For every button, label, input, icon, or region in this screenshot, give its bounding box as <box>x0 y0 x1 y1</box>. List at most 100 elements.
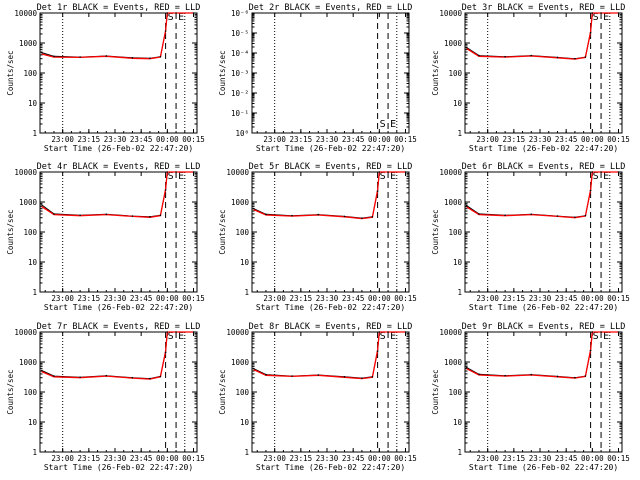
events-point <box>530 54 533 57</box>
events-point <box>149 216 151 218</box>
x-tick-label: 00:00 <box>581 135 604 144</box>
events-point <box>530 213 533 216</box>
y-tick-label: 1000 <box>444 198 463 207</box>
y-tick-label: 1000 <box>231 358 250 367</box>
y-axis: 1 10 100 1000 10000 Counts/sec <box>6 9 197 138</box>
y-tick-label: 1 <box>244 448 249 457</box>
start-marker: S <box>168 171 174 182</box>
y-axis-label: Counts/sec <box>218 369 227 414</box>
panel-det-8: Det 8r BLACK = Events, RED = LLD 1 10 100 10… <box>218 322 417 472</box>
end-marker: E <box>178 171 184 182</box>
x-tick-label: 00:00 <box>368 454 391 463</box>
x-tick-label: 23:45 <box>342 135 365 144</box>
y-tick-label: 10⁻⁵ <box>231 29 249 38</box>
y-tick-label: 10000 <box>439 168 462 177</box>
y-tick-label: 100 <box>23 228 37 237</box>
y-tick-label: 10 <box>240 258 250 267</box>
events-point <box>504 214 506 217</box>
y-tick-label: 1 <box>457 288 462 297</box>
y-tick-label: 100 <box>235 228 249 237</box>
y-axis-label: Counts/sec <box>431 209 440 254</box>
events-point <box>387 171 389 173</box>
x-tick-label: 23:00 <box>263 135 286 144</box>
plot-frame <box>464 331 623 453</box>
x-axis-label: Start Time (26-Feb-02 22:47:20) <box>469 463 618 472</box>
events-point <box>404 331 407 333</box>
x-tick-label: 00:00 <box>581 294 604 303</box>
x-tick-label: 23:15 <box>503 454 526 463</box>
y-axis: 1 10 100 1000 10000 Counts/sec <box>218 328 409 457</box>
plot-frame <box>251 331 410 453</box>
panel-det-2: Det 2r BLACK = Events, RED = LLD10⁰10⁻¹1… <box>218 3 417 153</box>
events-point <box>589 31 592 34</box>
y-tick-label: 100 <box>448 388 462 397</box>
panel-title: Det 9r BLACK = Events, RED = LLD <box>462 322 626 332</box>
y-tick-label: 1 <box>457 448 462 457</box>
x-tick-label: 00:15 <box>182 454 205 463</box>
x-tick-label: 23:00 <box>263 454 286 463</box>
x-tick-label: 00:15 <box>607 454 630 463</box>
y-tick-label: 10000 <box>14 168 37 177</box>
events-point <box>252 207 255 210</box>
y-tick-label: 100 <box>23 69 37 78</box>
y-tick-label: 100 <box>235 388 249 397</box>
y-tick-label: 100 <box>448 228 462 237</box>
x-tick-label: 23:00 <box>51 454 74 463</box>
y-axis-label: Counts/sec <box>218 50 227 95</box>
y-tick-label: 1 <box>32 448 37 457</box>
events-point <box>79 376 81 379</box>
events-point <box>584 375 587 377</box>
x-tick-label: 23:45 <box>130 135 153 144</box>
y-tick-label: 10000 <box>439 328 462 337</box>
events-point <box>105 55 108 57</box>
y-tick-label: 10 <box>28 418 38 427</box>
start-marker: S <box>593 171 599 182</box>
plot-frame <box>464 171 623 293</box>
events-point <box>574 376 576 379</box>
y-tick-label: 10 <box>28 258 38 267</box>
panel-title: Det 5r BLACK = Events, RED = LLD <box>249 162 413 172</box>
y-axis: 1 10 100 1000 10000 Counts/sec <box>6 328 197 457</box>
events-point <box>556 215 559 217</box>
end-marker: E <box>603 12 609 23</box>
events-point <box>478 213 480 215</box>
panel-det-5: Det 5r BLACK = Events, RED = LLD 1 10 100 10… <box>218 162 417 312</box>
x-tick-label: 23:45 <box>342 454 365 463</box>
y-axis: 10⁰ 10⁻¹ 10⁻² 10⁻³ 10⁻⁴ 10⁻⁵ 10⁻⁶ Counts/sec <box>218 9 409 138</box>
events-point <box>589 349 592 352</box>
events-point <box>149 57 151 60</box>
events-point <box>584 56 587 58</box>
panel-det-6: Det 6r BLACK = Events, RED = LLD 1 10 100 10… <box>431 162 630 312</box>
events-point <box>387 331 389 333</box>
events-point <box>164 189 167 191</box>
events-point <box>591 12 594 14</box>
x-tick-label: 00:15 <box>607 294 630 303</box>
end-marker: E <box>178 331 184 342</box>
events-point <box>40 51 43 54</box>
panel-det-4: Det 4r BLACK = Events, RED = LLD 1 10 100 10… <box>6 162 205 312</box>
events-point <box>584 214 587 217</box>
x-tick-label: 23:45 <box>555 135 578 144</box>
events-point <box>530 373 533 376</box>
events-point <box>376 350 379 352</box>
y-tick-label: 10000 <box>226 168 249 177</box>
events-point <box>166 12 169 14</box>
x-tick-label: 23:15 <box>78 135 101 144</box>
x-tick-label: 23:00 <box>476 294 499 303</box>
x-tick-label: 23:30 <box>529 135 552 144</box>
x-tick-label: 23:00 <box>51 135 74 144</box>
events-point <box>478 373 480 376</box>
start-marker: S <box>380 331 386 342</box>
y-tick-label: 10000 <box>14 328 37 337</box>
events-point <box>164 30 167 32</box>
x-tick-label: 23:30 <box>316 294 339 303</box>
events-point <box>617 331 620 333</box>
events-point <box>166 171 169 173</box>
x-tick-label: 23:15 <box>290 454 313 463</box>
